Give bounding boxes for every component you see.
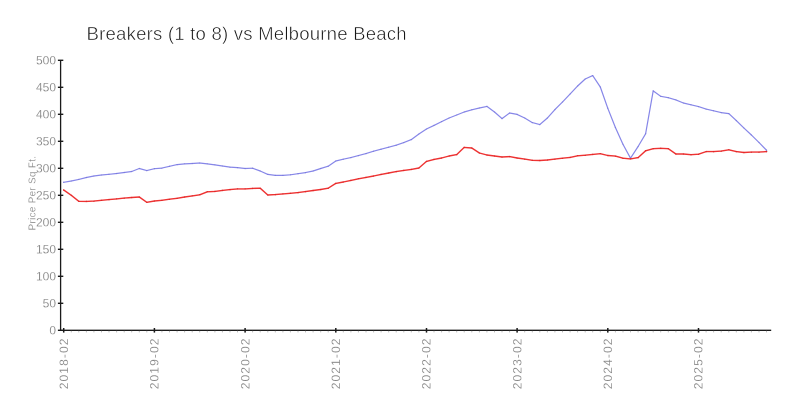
svg-text:350: 350: [36, 135, 56, 149]
svg-text:0: 0: [49, 324, 56, 338]
svg-text:150: 150: [36, 243, 56, 257]
svg-text:50: 50: [43, 297, 57, 311]
svg-text:2019-02: 2019-02: [148, 338, 162, 390]
svg-text:2018-02: 2018-02: [57, 338, 71, 390]
svg-text:2020-02: 2020-02: [238, 338, 252, 390]
svg-text:100: 100: [36, 270, 56, 284]
svg-text:2025-02: 2025-02: [692, 338, 706, 390]
svg-text:500: 500: [36, 54, 56, 68]
svg-text:Breakers (1 to 8) vs Melbourne: Breakers (1 to 8) vs Melbourne Beach: [87, 23, 407, 44]
svg-text:200: 200: [36, 216, 56, 230]
svg-text:2022-02: 2022-02: [420, 338, 434, 390]
svg-text:450: 450: [36, 81, 56, 95]
svg-text:2024-02: 2024-02: [601, 338, 615, 390]
svg-text:250: 250: [36, 189, 56, 203]
svg-text:2023-02: 2023-02: [510, 338, 524, 390]
svg-text:Price Per Sq Ft.: Price Per Sq Ft.: [28, 156, 39, 231]
svg-text:400: 400: [36, 108, 56, 122]
svg-text:2021-02: 2021-02: [329, 338, 343, 390]
svg-text:300: 300: [36, 162, 56, 176]
